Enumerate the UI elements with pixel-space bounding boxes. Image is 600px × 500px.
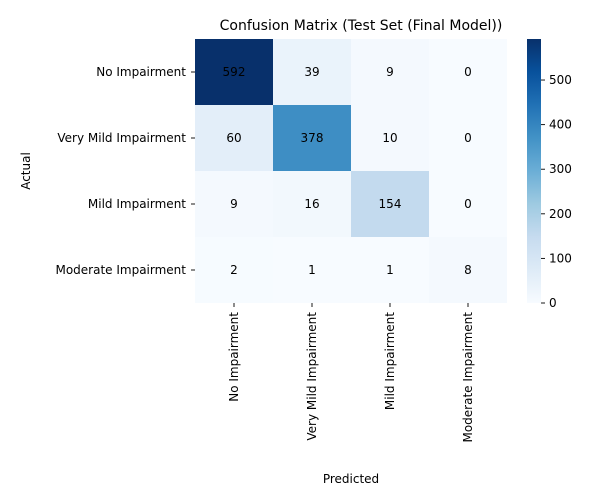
heatmap-cell — [273, 237, 351, 303]
cell-value-label: 0 — [464, 197, 472, 211]
heatmap-annotations: 592 39 9 0 60 378 10 0 9 16 154 0 2 1 1 8 — [223, 65, 472, 277]
heatmap-cell — [351, 171, 429, 237]
cell-value-label: 9 — [230, 197, 238, 211]
cell-value-label: 1 — [386, 263, 394, 277]
x-tick-label: No Impairment — [227, 312, 241, 402]
colorbar-tick-label: 200 — [549, 207, 572, 221]
cell-value-label: 2 — [230, 263, 238, 277]
heatmap-cell — [273, 105, 351, 171]
cell-value-label: 378 — [301, 131, 324, 145]
heatmap-cell — [429, 171, 507, 237]
colorbar-ticks: 0 100 200 300 400 500 — [541, 73, 572, 310]
cell-value-label: 592 — [223, 65, 246, 79]
cell-value-label: 16 — [304, 197, 319, 211]
heatmap-cell — [195, 105, 273, 171]
heatmap-cell — [351, 105, 429, 171]
cell-value-label: 10 — [382, 131, 397, 145]
heatmap-cell — [429, 39, 507, 105]
x-axis-label: Predicted — [323, 472, 379, 486]
heatmap-cell — [195, 237, 273, 303]
y-tick-label: Moderate Impairment — [55, 263, 186, 277]
x-tick-label: Very Mild Impairment — [305, 312, 319, 441]
cell-value-label: 9 — [386, 65, 394, 79]
y-axis-label: Actual — [19, 152, 33, 190]
colorbar-tick-label: 500 — [549, 73, 572, 87]
heatmap-cell — [273, 39, 351, 105]
heatmap-cell — [273, 171, 351, 237]
cell-value-label: 39 — [304, 65, 319, 79]
heatmap-cell — [351, 237, 429, 303]
cell-value-label: 0 — [464, 131, 472, 145]
cell-value-label: 1 — [308, 263, 316, 277]
heatmap-cells — [195, 39, 507, 303]
colorbar — [527, 39, 541, 303]
x-tick-label: Mild Impairment — [383, 312, 397, 410]
y-tick-label: Mild Impairment — [88, 197, 186, 211]
colorbar-tick-label: 0 — [549, 296, 557, 310]
heatmap-cell — [195, 171, 273, 237]
cell-value-label: 60 — [226, 131, 241, 145]
y-axis-ticks: No Impairment Very Mild Impairment Mild Im… — [55, 65, 195, 277]
cell-value-label: 154 — [379, 197, 402, 211]
x-tick-label: Moderate Impairment — [461, 312, 475, 443]
heatmap-cell — [195, 39, 273, 105]
cell-value-label: 8 — [464, 263, 472, 277]
colorbar-tick-label: 300 — [549, 162, 572, 176]
colorbar-tick-label: 400 — [549, 118, 572, 132]
chart-title: Confusion Matrix (Test Set (Final Model)… — [220, 18, 503, 34]
y-tick-label: No Impairment — [96, 65, 186, 79]
x-axis-ticks: No Impairment Very Mild Impairment Mild Im… — [227, 303, 475, 443]
cell-value-label: 0 — [464, 65, 472, 79]
y-tick-label: Very Mild Impairment — [57, 131, 186, 145]
heatmap-cell — [429, 237, 507, 303]
heatmap-cell — [429, 105, 507, 171]
colorbar-tick-label: 100 — [549, 251, 572, 265]
heatmap-cell — [351, 39, 429, 105]
